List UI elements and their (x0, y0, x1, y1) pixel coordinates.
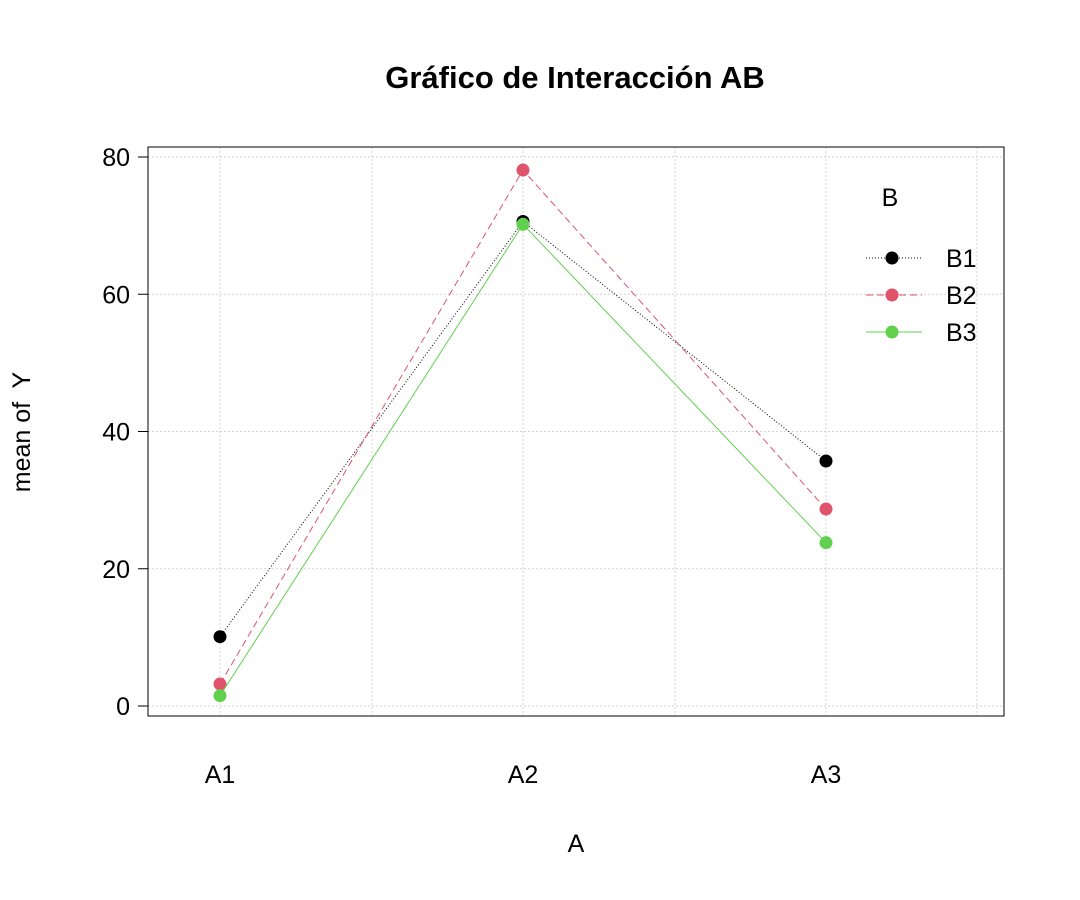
legend: B B1 B2 B3 (866, 184, 977, 347)
y-tick-label: 40 (102, 419, 130, 447)
data-point (819, 536, 833, 550)
x-axis-label: A (568, 830, 585, 858)
legend-marker (885, 288, 899, 302)
data-point (819, 502, 833, 516)
y-tick-label: 0 (116, 693, 130, 721)
data-point (516, 163, 530, 177)
x-tick-label: A2 (508, 761, 539, 789)
y-tick-label: 60 (102, 281, 130, 309)
y-axis: 0 20 40 60 80 (102, 144, 149, 721)
series-layer (213, 163, 833, 703)
y-tick-label: 80 (102, 144, 130, 172)
y-tick-label: 20 (102, 556, 130, 584)
x-axis: A1 A2 A3 (205, 761, 842, 789)
data-point (213, 677, 227, 691)
legend-marker (885, 251, 899, 265)
data-point (819, 454, 833, 468)
data-point (213, 630, 227, 644)
x-tick-label: A3 (811, 761, 842, 789)
legend-label: B3 (946, 319, 977, 347)
legend-title: B (882, 184, 899, 212)
data-point (516, 217, 530, 231)
grid (148, 147, 1004, 716)
series-b3 (213, 217, 833, 703)
series-b2 (213, 163, 833, 691)
data-point (213, 689, 227, 703)
y-axis-label: mean of Y (8, 371, 36, 492)
legend-label: B1 (946, 245, 977, 273)
x-tick-label: A1 (205, 761, 236, 789)
legend-marker (885, 325, 899, 339)
legend-label: B2 (946, 282, 977, 310)
chart-title: Gráfico de Interacción AB (385, 60, 765, 95)
